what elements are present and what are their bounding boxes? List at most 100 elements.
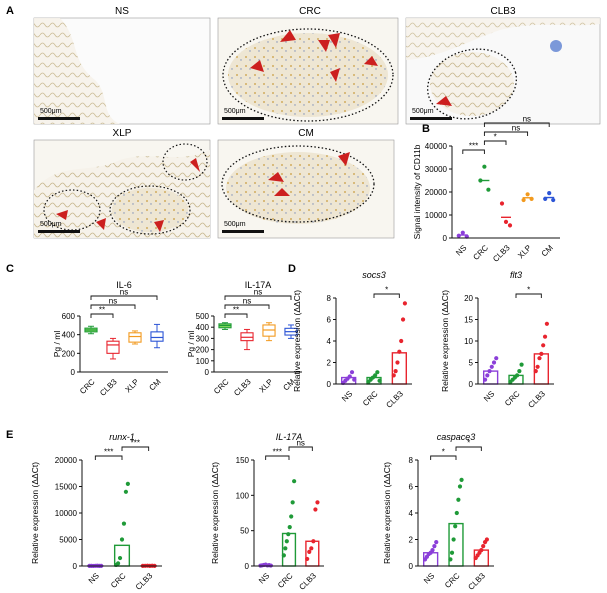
data-point [307, 549, 312, 554]
x-tick-label: XLP [124, 377, 141, 394]
data-point [289, 514, 294, 519]
y-tick-label: 300 [196, 334, 210, 343]
data-point [489, 364, 494, 369]
data-point [547, 191, 552, 196]
data-point [395, 360, 400, 365]
bar [483, 370, 499, 385]
x-tick-label: CLB3 [134, 571, 155, 592]
significance-label: * [442, 448, 445, 457]
data-point [290, 500, 295, 505]
data-point [541, 343, 546, 348]
scale-bar-label: 500μm [40, 221, 62, 228]
y-axis-label: Relative expression (ΔΔCt) [210, 462, 220, 564]
scale-bar-label: 500μm [412, 108, 434, 115]
x-tick-label: NS [87, 571, 101, 585]
scale-bar [38, 117, 80, 120]
scale-bar [222, 230, 264, 233]
chart-e-runx1: 0 5000 10000 15000 20000 Relative expression … [30, 432, 162, 592]
x-tick-label: CRC [78, 377, 97, 396]
data-point [397, 349, 402, 354]
x-tick-label: CRC [503, 389, 522, 408]
panel-label-c: C [6, 263, 14, 275]
chart-title: IL-17A [245, 280, 272, 290]
y-tick-label: 0 [443, 234, 448, 243]
red-arrowhead-icon [436, 96, 452, 106]
data-point [543, 196, 548, 201]
data-point [313, 507, 318, 512]
y-axis-label: Pg / ml [186, 331, 196, 358]
image-title-cm: CM [298, 128, 314, 139]
histology-image-crc: CRC 500μm [217, 6, 399, 125]
panel-label-e: E [6, 429, 13, 441]
y-tick-label: 4 [327, 337, 332, 346]
box [150, 331, 164, 342]
x-tick-label: CLB3 [98, 377, 119, 398]
significance-label: ns [296, 439, 304, 448]
significance-label: *** [104, 448, 113, 457]
chart-title: IL-6 [116, 280, 132, 290]
data-point [119, 537, 125, 542]
data-point [485, 373, 490, 378]
significance-bracket [515, 293, 542, 298]
histology-image-xlp: XLP 500μm [33, 128, 211, 239]
y-tick-label: 100 [196, 357, 210, 366]
y-tick-label: 200 [62, 349, 76, 358]
significance-bracket [224, 313, 248, 318]
image-title-crc: CRC [299, 6, 321, 17]
data-point [491, 360, 497, 365]
significance-bracket [483, 140, 507, 145]
data-point [399, 338, 404, 344]
y-tick-label: 0 [71, 368, 76, 377]
x-tick-label: NS [454, 243, 468, 257]
data-point [525, 192, 530, 197]
data-point [121, 521, 127, 526]
panel-label-b: B [422, 123, 430, 135]
scale-bar-label: 500μm [224, 108, 246, 115]
data-point [292, 479, 297, 484]
y-tick-label: 0 [409, 562, 414, 571]
data-point [481, 544, 486, 549]
significance-bracket [121, 446, 150, 451]
x-tick-label: CRC [276, 571, 295, 590]
x-tick-label: CLB3 [297, 571, 318, 592]
significance-bracket [288, 446, 313, 451]
significance-label: ns [243, 297, 251, 306]
scale-bar [410, 117, 452, 120]
scale-bar-label: 500μm [40, 108, 62, 115]
y-tick-label: 8 [409, 456, 414, 465]
data-point [451, 537, 456, 542]
significance-bracket [94, 455, 123, 460]
tissue-outline [162, 143, 208, 181]
data-point [482, 377, 488, 382]
data-point [449, 550, 455, 555]
data-point [457, 484, 463, 489]
data-point [117, 555, 123, 561]
x-tick-label: CRC [212, 377, 231, 396]
significance-label: *** [273, 448, 282, 457]
y-axis-label: Pg / ml [52, 331, 62, 358]
data-point [448, 557, 453, 562]
data-point [349, 370, 355, 375]
histology-image-cm: CM 500μm [217, 128, 395, 239]
significance-label: ** [233, 306, 239, 315]
y-tick-label: 0 [73, 562, 78, 571]
histology-image-clb3: CLB3 500μm [405, 6, 601, 125]
y-tick-label: 0 [245, 562, 250, 571]
y-tick-label: 10000 [55, 509, 78, 518]
significance-label: *** [131, 439, 140, 448]
data-point [287, 525, 292, 530]
scale-bar-label: 500μm [224, 221, 246, 228]
y-axis-label: Relative expression (ΔΔCt) [292, 290, 302, 392]
chart-title: flt3 [510, 270, 522, 280]
data-point [542, 334, 548, 339]
significance-bracket [430, 455, 457, 460]
chart-d-socs3: 0 2 4 6 8 Relative expression (ΔΔCt) NS CRC CLB3… [292, 270, 412, 410]
data-point [115, 561, 121, 566]
y-tick-label: 4 [409, 509, 414, 518]
y-tick-label: 2 [409, 536, 414, 545]
data-point [544, 321, 550, 326]
significance-bracket [462, 149, 485, 154]
y-tick-label: 0 [469, 380, 474, 389]
